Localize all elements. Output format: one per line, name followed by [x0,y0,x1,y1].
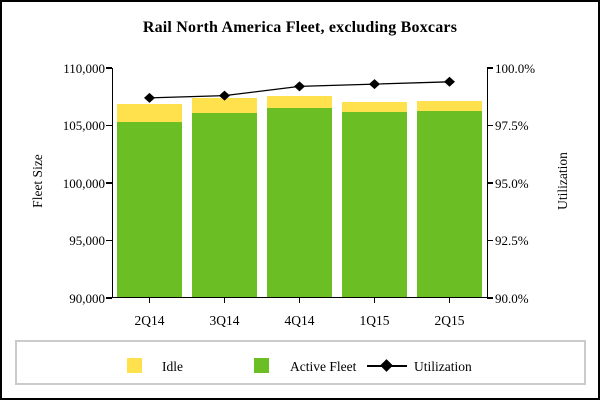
right-axis-tick [487,124,493,127]
left-axis-tick [106,124,112,127]
right-axis-tick [487,239,493,242]
active-fleet-legend-swatch [254,358,269,373]
left-axis-tick-label: 95,000 [69,233,105,248]
right-axis-tick-label: 95.0% [495,175,529,191]
bar-idle-2Q14 [117,103,182,123]
x-axis-tick [298,298,301,303]
x-axis-label-4Q14: 4Q14 [284,313,315,328]
bar-idle-2Q15 [417,101,482,111]
left-axis-tick [106,182,112,184]
x-axis-tick [148,298,151,303]
bar-idle-4Q14 [267,96,332,109]
right-axis-tick-label: 92.5% [495,233,529,248]
left-axis-tick [106,67,112,69]
x-axis-tick [373,298,376,303]
left-axis-line [111,68,113,298]
left-axis-tick [106,297,112,299]
bar-active-2Q14 [117,122,182,298]
left-axis-tick-label: 90,000 [69,290,105,306]
left-axis-tick [106,239,112,242]
right-axis-tick-label: 90.0% [495,290,529,306]
chart-title: Rail North America Fleet, excluding Boxc… [142,19,458,36]
right-axis-tick [487,182,493,184]
x-axis-label-1Q15: 1Q15 [359,313,390,328]
right-axis-tick [487,67,493,69]
bar-active-3Q14 [192,112,257,298]
right-axis-tick [487,297,493,299]
x-axis-label-2Q14: 2Q14 [134,313,165,328]
utilization-legend-label: Utilization [414,359,472,374]
utilization-legend-diamond-icon [380,358,393,372]
x-axis-line [111,296,488,299]
bar-active-2Q15 [417,110,482,298]
right-axis-tick-label: 100.0% [495,60,536,76]
bar-idle-1Q15 [342,101,407,112]
left-axis-tick-label: 110,000 [63,60,105,76]
active-fleet-legend-label: Active Fleet [290,359,357,374]
x-axis-tick [448,298,451,303]
bar-active-1Q15 [342,111,407,298]
left-axis-tick-label: 105,000 [62,118,105,133]
idle-legend-label: Idle [162,359,183,374]
right-axis-tick-label: 97.5% [495,118,529,133]
x-axis-label-3Q14: 3Q14 [209,313,240,328]
legend: Idle Active Fleet Utilization [15,340,586,385]
bar-idle-3Q14 [192,97,257,113]
left-axis-tick-label: 100,000 [62,175,105,191]
x-axis-tick [223,298,226,303]
idle-legend-swatch [127,358,142,373]
x-axis-label-2Q15: 2Q15 [434,313,465,328]
bar-active-4Q14 [267,108,332,298]
